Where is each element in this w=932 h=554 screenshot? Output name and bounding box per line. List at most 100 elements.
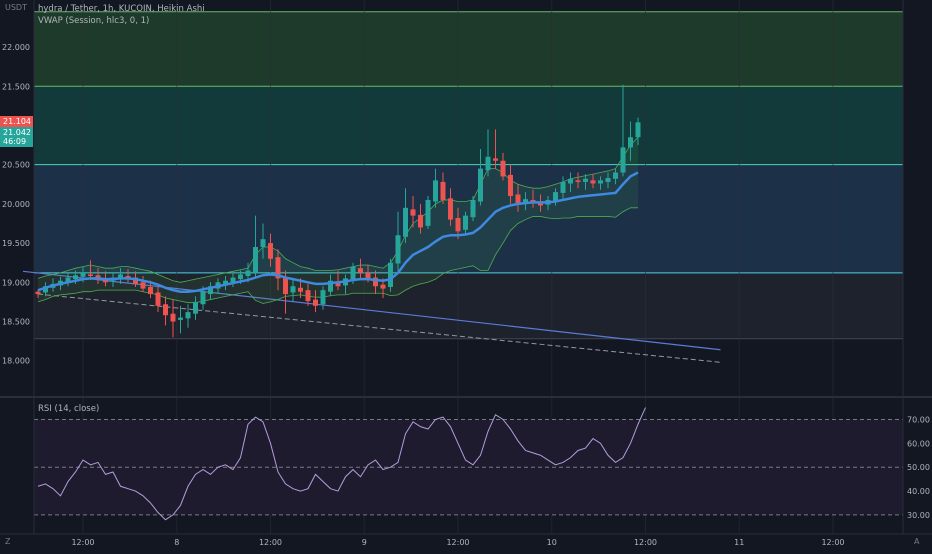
candle-body: [133, 277, 138, 284]
candle-body: [223, 280, 228, 284]
candle-body: [410, 209, 416, 216]
candle-body: [140, 282, 146, 289]
candle-body: [200, 291, 206, 305]
rsi-legend: RSI (14, close): [38, 404, 100, 414]
candle: [275, 249, 281, 291]
candle-body: [365, 272, 371, 279]
price-tick-label: 20.000: [2, 200, 30, 209]
candle-body: [485, 156, 491, 171]
time-tick-label: 8: [174, 538, 179, 547]
candle-body: [605, 178, 611, 182]
candle: [635, 117, 641, 146]
candle-body: [275, 257, 281, 279]
candle: [335, 270, 341, 291]
candle-body: [193, 301, 198, 314]
price-tick-label: 19.000: [2, 278, 30, 287]
candle-body: [500, 160, 506, 177]
candle: [410, 196, 416, 228]
candle-body: [553, 192, 558, 201]
candle-body: [418, 214, 423, 228]
candle-body: [230, 277, 236, 283]
candle: [613, 168, 618, 185]
candle: [620, 84, 626, 177]
candle: [395, 211, 401, 271]
candle: [418, 203, 423, 234]
candle-body: [238, 274, 243, 280]
candle-body: [515, 194, 521, 204]
countdown-tag: 46:09: [0, 136, 33, 147]
candle-body: [380, 284, 386, 289]
candle: [230, 272, 236, 288]
time-tick-label: 11: [734, 538, 744, 547]
time-tick-label: 12:00: [446, 538, 469, 547]
vwap-line: [37, 171, 639, 293]
candle: [455, 207, 461, 240]
symbol-legend: hydra / Tether, 1h, KUCOIN, Heikin Ashi: [38, 4, 205, 14]
candle: [223, 276, 228, 291]
candle-body: [470, 199, 476, 218]
trendline-dashed: [37, 293, 721, 363]
candle-body: [388, 262, 393, 288]
candle: [388, 258, 393, 292]
candle-body: [568, 178, 573, 184]
candle: [493, 129, 498, 169]
timezone-button[interactable]: Z: [5, 537, 11, 546]
candle-body: [448, 198, 453, 220]
time-tick-label: 12:00: [259, 538, 282, 547]
candle-body: [328, 280, 333, 292]
candle-body: [635, 122, 641, 138]
candle: [253, 215, 258, 279]
candle: [290, 278, 296, 302]
candle-body: [523, 199, 528, 203]
candle-body: [73, 275, 78, 280]
rsi-tick-label: 50.00: [907, 463, 930, 472]
candle-body: [590, 180, 596, 184]
candle-body: [245, 270, 251, 277]
candle: [313, 290, 318, 313]
candle: [358, 258, 363, 279]
candle-body: [305, 290, 311, 302]
candle-body: [598, 180, 603, 184]
currency-label: USDT: [5, 3, 27, 12]
price-tick-label: 18.500: [2, 318, 30, 327]
candle: [515, 184, 521, 212]
candle-body: [560, 181, 566, 193]
candle: [425, 196, 431, 229]
candle-body: [463, 215, 468, 230]
candle: [590, 174, 596, 189]
candle: [208, 282, 213, 300]
candle: [403, 188, 408, 244]
candle-body: [358, 268, 363, 273]
candle-body: [403, 207, 408, 237]
candle-body: [320, 290, 326, 305]
candle-body: [350, 266, 356, 280]
candle-body: [170, 313, 176, 322]
candle: [523, 192, 528, 211]
candle-body: [253, 247, 258, 273]
candle-body: [395, 235, 401, 264]
candle-body: [118, 274, 123, 280]
candle-body: [185, 312, 191, 319]
auto-scale-button[interactable]: A: [914, 537, 920, 546]
time-tick-label: 10: [547, 538, 557, 547]
time-tick-label: 12:00: [71, 538, 94, 547]
candle: [178, 305, 183, 334]
rsi-tick-label: 30.00: [907, 511, 930, 520]
candle-body: [575, 180, 581, 182]
candle: [65, 272, 71, 287]
rsi-tick-label: 70.00: [907, 415, 930, 424]
candle-body: [80, 272, 86, 277]
candle: [88, 260, 93, 280]
candle: [193, 296, 198, 320]
candle: [260, 223, 266, 259]
candle: [485, 129, 491, 177]
price-tick-label: 18.000: [2, 357, 30, 366]
candle: [508, 164, 513, 204]
price-tick-label: 19.500: [2, 239, 30, 248]
candle-body: [620, 147, 626, 173]
candle-body: [163, 304, 168, 316]
candle-body: [298, 287, 303, 292]
candle-body: [260, 239, 266, 248]
